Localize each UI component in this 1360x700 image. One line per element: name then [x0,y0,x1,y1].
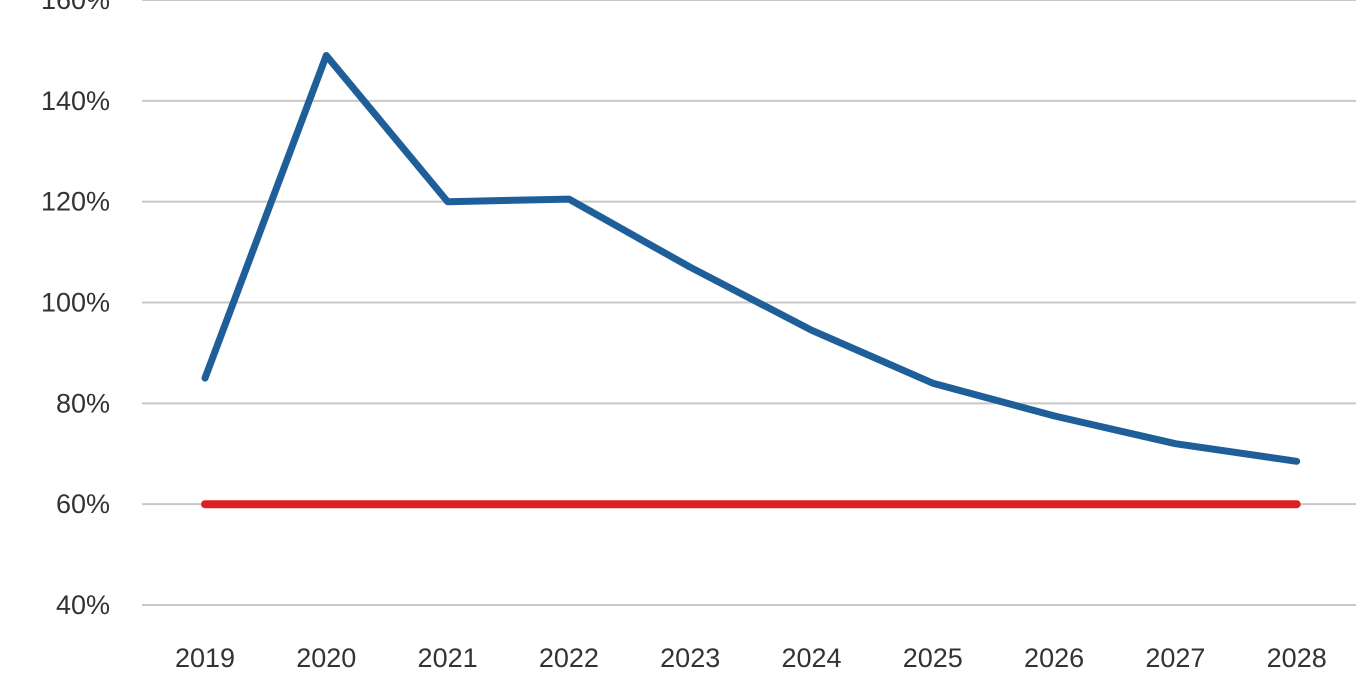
series-line-1 [201,52,1301,465]
x-tick-label: 2027 [1145,643,1205,673]
series-lines [201,52,1301,509]
x-tick-label: 2025 [903,643,963,673]
x-tick-label: 2026 [1024,643,1084,673]
data-point [808,501,815,508]
gridlines [142,0,1356,606]
x-tick-label: 2028 [1267,643,1327,673]
x-tick-label: 2024 [781,643,841,673]
data-point [323,501,330,508]
data-point [808,327,815,334]
x-tick-label: 2021 [418,643,478,673]
data-point [1172,440,1179,447]
data-point [565,501,572,508]
x-tick-label: 2020 [296,643,356,673]
data-point [1051,501,1058,508]
y-tick-label: 160% [41,0,110,15]
data-point [929,501,936,508]
y-tick-label: 100% [41,288,110,318]
x-axis-ticks: 2019 2020 2021 2022 2023 2024 2025 2026 2027 2028 [175,643,1327,673]
data-point [565,196,572,203]
data-point [444,501,451,508]
y-tick-label: 60% [56,489,110,519]
y-axis-ticks: 40% 60% 80% 100% 120% 140% 160% [41,0,110,620]
y-tick-label: 40% [56,590,110,620]
data-point [929,380,936,387]
data-point [1172,501,1179,508]
data-point [687,264,694,271]
y-tick-label: 120% [41,187,110,217]
data-point [323,52,330,59]
data-point [1051,412,1058,419]
x-tick-label: 2023 [660,643,720,673]
data-point [1293,501,1300,508]
data-point [202,501,208,508]
x-tick-label: 2022 [539,643,599,673]
data-point [202,375,208,382]
data-point [687,501,694,508]
y-tick-label: 140% [41,86,110,116]
y-tick-label: 80% [56,388,110,418]
x-tick-label: 2019 [175,643,235,673]
data-point [444,198,451,205]
data-point [1293,458,1300,465]
